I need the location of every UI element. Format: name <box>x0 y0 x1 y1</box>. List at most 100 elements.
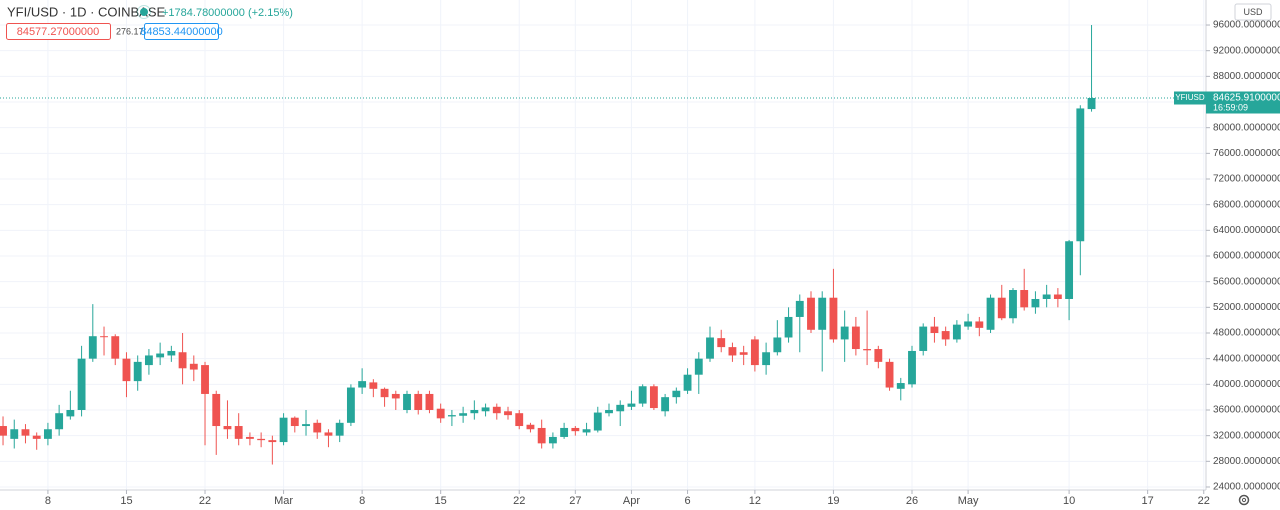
candle-body <box>391 393 400 399</box>
candle-body <box>167 350 176 356</box>
y-tick-label: 56000.00000000 <box>1213 276 1280 287</box>
candle-body <box>100 336 108 338</box>
candle-body <box>21 429 30 436</box>
candle-body <box>492 406 501 414</box>
candle-body <box>863 349 872 351</box>
candle-body <box>952 324 961 340</box>
candle-body <box>896 383 905 389</box>
y-tick-label: 92000.00000000 <box>1213 45 1280 56</box>
bid: 84577.27000000 <box>17 26 100 38</box>
gear-ring <box>1238 494 1250 506</box>
status-dot <box>140 8 148 16</box>
candle-body <box>807 297 815 330</box>
countdown: 16:59:09 <box>1213 102 1248 112</box>
last-price-label: 84625.91000000 <box>1213 93 1280 104</box>
y-tick-label: 80000.00000000 <box>1213 122 1280 133</box>
candle-body <box>313 422 322 433</box>
y-tick-label: 88000.00000000 <box>1213 71 1280 82</box>
x-tick-label: 22 <box>199 495 211 507</box>
candle-body <box>111 336 120 359</box>
candle-body <box>964 321 973 327</box>
candle-body <box>425 393 434 410</box>
candle-body <box>997 297 1006 319</box>
y-tick-label: 28000.00000000 <box>1213 456 1280 467</box>
candle-body <box>43 429 52 439</box>
candle-body <box>369 382 378 389</box>
candle-body <box>470 409 479 414</box>
currency-label: USD <box>1243 7 1263 17</box>
candle-body <box>380 388 389 398</box>
candle-body <box>144 355 153 366</box>
bid-box <box>6 23 111 40</box>
candle-body <box>717 338 726 348</box>
grid <box>0 0 1206 490</box>
candle-body <box>851 326 860 350</box>
candle-body <box>77 358 86 410</box>
x-tick-label: 26 <box>906 495 918 507</box>
candle-body <box>346 387 355 423</box>
candle-body <box>919 326 928 351</box>
candle-body <box>526 424 535 430</box>
candle-body <box>762 352 771 366</box>
candle-body <box>268 440 277 443</box>
currency-button[interactable] <box>1234 3 1272 21</box>
candle-body <box>694 358 703 375</box>
candle-body <box>257 438 266 441</box>
symbol-label: YFIUSD <box>1175 93 1205 102</box>
x-tick-label: 22 <box>1198 495 1210 507</box>
candle-body <box>403 393 411 410</box>
ask: 84853.44000000 <box>140 26 223 38</box>
candle-body <box>122 358 131 382</box>
candle-body <box>1053 294 1062 299</box>
x-tick-label: 22 <box>513 495 525 507</box>
candle-body <box>548 436 557 444</box>
ask-box <box>144 23 219 40</box>
candle-body <box>829 297 838 340</box>
candle-body <box>706 337 714 359</box>
x-tick-label: 15 <box>435 495 447 507</box>
candle-body <box>750 339 759 366</box>
candle-body <box>840 326 849 340</box>
settings-icon[interactable] <box>1238 494 1250 506</box>
y-tick-label: 76000.00000000 <box>1213 148 1280 159</box>
candle-body <box>874 349 883 362</box>
candle-body <box>1087 98 1096 110</box>
candle-body <box>1009 290 1017 319</box>
status-ring <box>137 5 151 19</box>
x-tick-label: 10 <box>1063 495 1075 507</box>
candle-body <box>1076 108 1085 242</box>
candle-body <box>358 381 367 388</box>
y-tick-label: 64000.00000000 <box>1213 225 1280 236</box>
candle-body <box>156 353 165 358</box>
candle-body <box>335 422 344 436</box>
candle-body <box>189 363 198 370</box>
y-tick-label: 96000.00000000 <box>1213 20 1280 31</box>
x-tick-label: 17 <box>1142 495 1154 507</box>
candle-body <box>571 427 580 432</box>
x-tick-label: 12 <box>749 495 761 507</box>
y-tick-label: 44000.00000000 <box>1213 353 1280 364</box>
candle-body <box>885 361 894 388</box>
x-tick-label: 8 <box>45 495 51 507</box>
candle-body <box>638 386 647 404</box>
candle-body <box>1065 241 1074 299</box>
candle-body <box>32 435 41 439</box>
candle-body <box>672 390 681 398</box>
y-tick-label: 60000.00000000 <box>1213 251 1280 262</box>
candle-body <box>201 365 209 394</box>
candle-body <box>324 432 333 436</box>
candle-body <box>436 408 445 419</box>
candle-body <box>1042 294 1051 299</box>
candle-body <box>414 393 423 410</box>
candle-body <box>133 361 142 382</box>
candle-body <box>1031 298 1040 308</box>
candle-body <box>459 413 468 416</box>
candle-body <box>975 321 984 328</box>
candle-body <box>178 352 187 369</box>
candle-body <box>605 409 613 414</box>
candle-body <box>447 415 456 417</box>
x-tick-label: Apr <box>623 495 640 507</box>
candle-body <box>66 409 75 417</box>
candle-body <box>55 413 64 430</box>
